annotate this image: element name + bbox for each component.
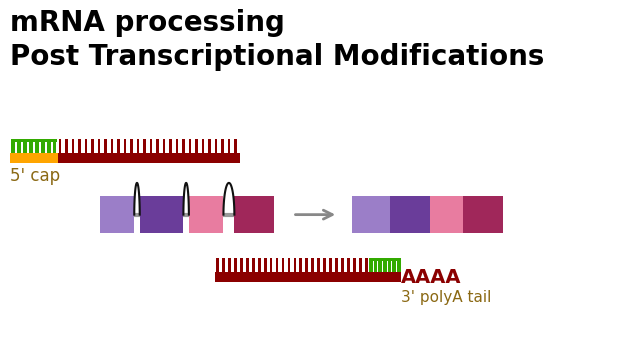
Bar [53, 139, 57, 153]
Bar [311, 258, 314, 272]
Bar [215, 272, 398, 282]
Text: AAAA: AAAA [401, 268, 461, 287]
Bar [390, 196, 430, 234]
Bar [11, 153, 58, 163]
Bar [123, 139, 127, 153]
Bar [72, 139, 74, 153]
Bar [397, 258, 401, 272]
Bar [59, 139, 62, 153]
Bar [264, 258, 266, 272]
Bar [169, 139, 172, 153]
Bar [202, 139, 205, 153]
Bar [35, 139, 38, 153]
Bar [306, 258, 308, 272]
Bar [294, 258, 296, 272]
Text: 3' polyA tail: 3' polyA tail [401, 290, 491, 305]
Bar [66, 139, 68, 153]
Bar [383, 258, 387, 272]
Bar [47, 139, 50, 153]
Bar [329, 258, 332, 272]
Bar [150, 139, 152, 153]
Bar [104, 139, 107, 153]
Bar [352, 196, 390, 234]
Bar [392, 258, 396, 272]
Bar [117, 139, 120, 153]
Bar [318, 258, 320, 272]
Bar [23, 139, 27, 153]
Text: mRNA processing: mRNA processing [11, 9, 285, 37]
Bar [84, 139, 88, 153]
Bar [299, 258, 302, 272]
Bar [156, 139, 159, 153]
Bar [379, 258, 382, 272]
Bar [91, 139, 94, 153]
Bar [163, 139, 166, 153]
Bar [58, 153, 240, 163]
Bar [388, 258, 391, 272]
Bar [189, 196, 224, 234]
Bar [463, 196, 503, 234]
Bar [140, 196, 183, 234]
Bar [347, 258, 350, 272]
Text: 5' cap: 5' cap [11, 167, 60, 185]
Bar [100, 196, 134, 234]
Bar [246, 258, 249, 272]
Bar [130, 139, 133, 153]
Bar [228, 258, 231, 272]
Bar [276, 258, 278, 272]
Bar [353, 258, 356, 272]
Bar [11, 139, 15, 153]
Bar [189, 139, 192, 153]
Bar [359, 258, 362, 272]
Bar [176, 139, 178, 153]
Bar [143, 139, 146, 153]
Bar [137, 139, 139, 153]
Bar [234, 139, 237, 153]
Bar [227, 139, 231, 153]
Bar [29, 139, 33, 153]
Bar [111, 139, 113, 153]
Bar [41, 139, 45, 153]
Bar [234, 196, 275, 234]
Text: Post Transcriptional Modifications: Post Transcriptional Modifications [11, 43, 545, 71]
Bar [430, 196, 463, 234]
Bar [195, 139, 198, 153]
Bar [282, 258, 284, 272]
Bar [182, 139, 185, 153]
Bar [221, 139, 224, 153]
Bar [287, 258, 290, 272]
Bar [240, 258, 243, 272]
Bar [252, 258, 255, 272]
Bar [258, 258, 261, 272]
Bar [368, 272, 401, 282]
Bar [369, 258, 400, 261]
Bar [335, 258, 338, 272]
Bar [234, 258, 237, 272]
Bar [209, 139, 211, 153]
Bar [341, 258, 344, 272]
Bar [365, 258, 368, 272]
Bar [369, 258, 373, 272]
Bar [222, 258, 225, 272]
Bar [11, 139, 57, 142]
Bar [98, 139, 100, 153]
Bar [374, 258, 377, 272]
Bar [215, 139, 217, 153]
Bar [17, 139, 21, 153]
Bar [216, 258, 219, 272]
Bar [78, 139, 81, 153]
Bar [323, 258, 326, 272]
Bar [270, 258, 272, 272]
